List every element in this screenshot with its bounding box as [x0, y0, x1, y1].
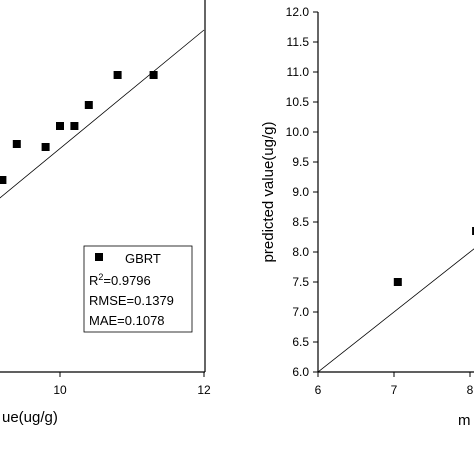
legend-marker [95, 253, 103, 261]
legend-mae: MAE=0.1078 [89, 313, 165, 328]
left-data-point [70, 122, 79, 130]
left-scatter-plot: 10 12 ue(ug/g) GBRT R2=0.9796 RMSE=0.1379… [0, 0, 211, 426]
legend: GBRT R2=0.9796 RMSE=0.1379 MAE=0.1078 [83, 245, 193, 333]
right-scatter-plot: 6.0 6.5 7.0 7.5 8.0 8.5 9.0 9.5 10.0 10.5 11.0 11.5… [260, 5, 474, 429]
left-data-point [113, 71, 122, 79]
right-fit-line [318, 248, 474, 372]
right-y-tick-label: 7.5 [292, 275, 309, 289]
right-data-point [393, 278, 402, 286]
right-y-tick-label: 11.5 [287, 35, 310, 49]
left-data-point [12, 140, 21, 148]
right-x-tick-label: 6 [315, 383, 322, 397]
right-y-tick-label: 8.5 [292, 215, 309, 229]
left-data-point [56, 122, 64, 130]
left-x-axis-label: ue(ug/g) [2, 409, 58, 426]
right-y-tick-label: 11.0 [287, 65, 310, 79]
right-y-tick-label: 7.0 [292, 305, 309, 319]
left-data-point [84, 101, 93, 109]
left-x-tick-label: 12 [197, 383, 211, 397]
right-x-tick-label: 7 [391, 383, 398, 397]
right-y-tick-label: 9.0 [292, 185, 309, 199]
right-y-tick-label: 10.5 [286, 95, 310, 109]
right-y-tick-label: 10.0 [286, 125, 310, 139]
right-y-axis-label: predicted value(ug/g) [260, 122, 277, 263]
left-x-tick-label: 10 [53, 383, 67, 397]
right-y-tick-label: 8.0 [292, 245, 309, 259]
right-y-tick-label: 9.5 [292, 155, 309, 169]
legend-r2: R2=0.9796 [89, 272, 151, 288]
right-y-tick-label: 6.5 [292, 335, 309, 349]
left-fit-line [0, 29, 205, 199]
right-y-tick-label: 12.0 [286, 5, 310, 19]
right-x-axis-label: m [458, 412, 471, 429]
legend-series-name: GBRT [125, 251, 161, 266]
left-data-point [0, 176, 7, 184]
right-x-tick-label: 8 [467, 383, 474, 397]
legend-rmse: RMSE=0.1379 [89, 293, 174, 308]
right-data-point [472, 227, 474, 235]
left-data-point [149, 71, 158, 79]
left-data-point [41, 143, 50, 151]
right-y-tick-label: 6.0 [292, 365, 309, 379]
